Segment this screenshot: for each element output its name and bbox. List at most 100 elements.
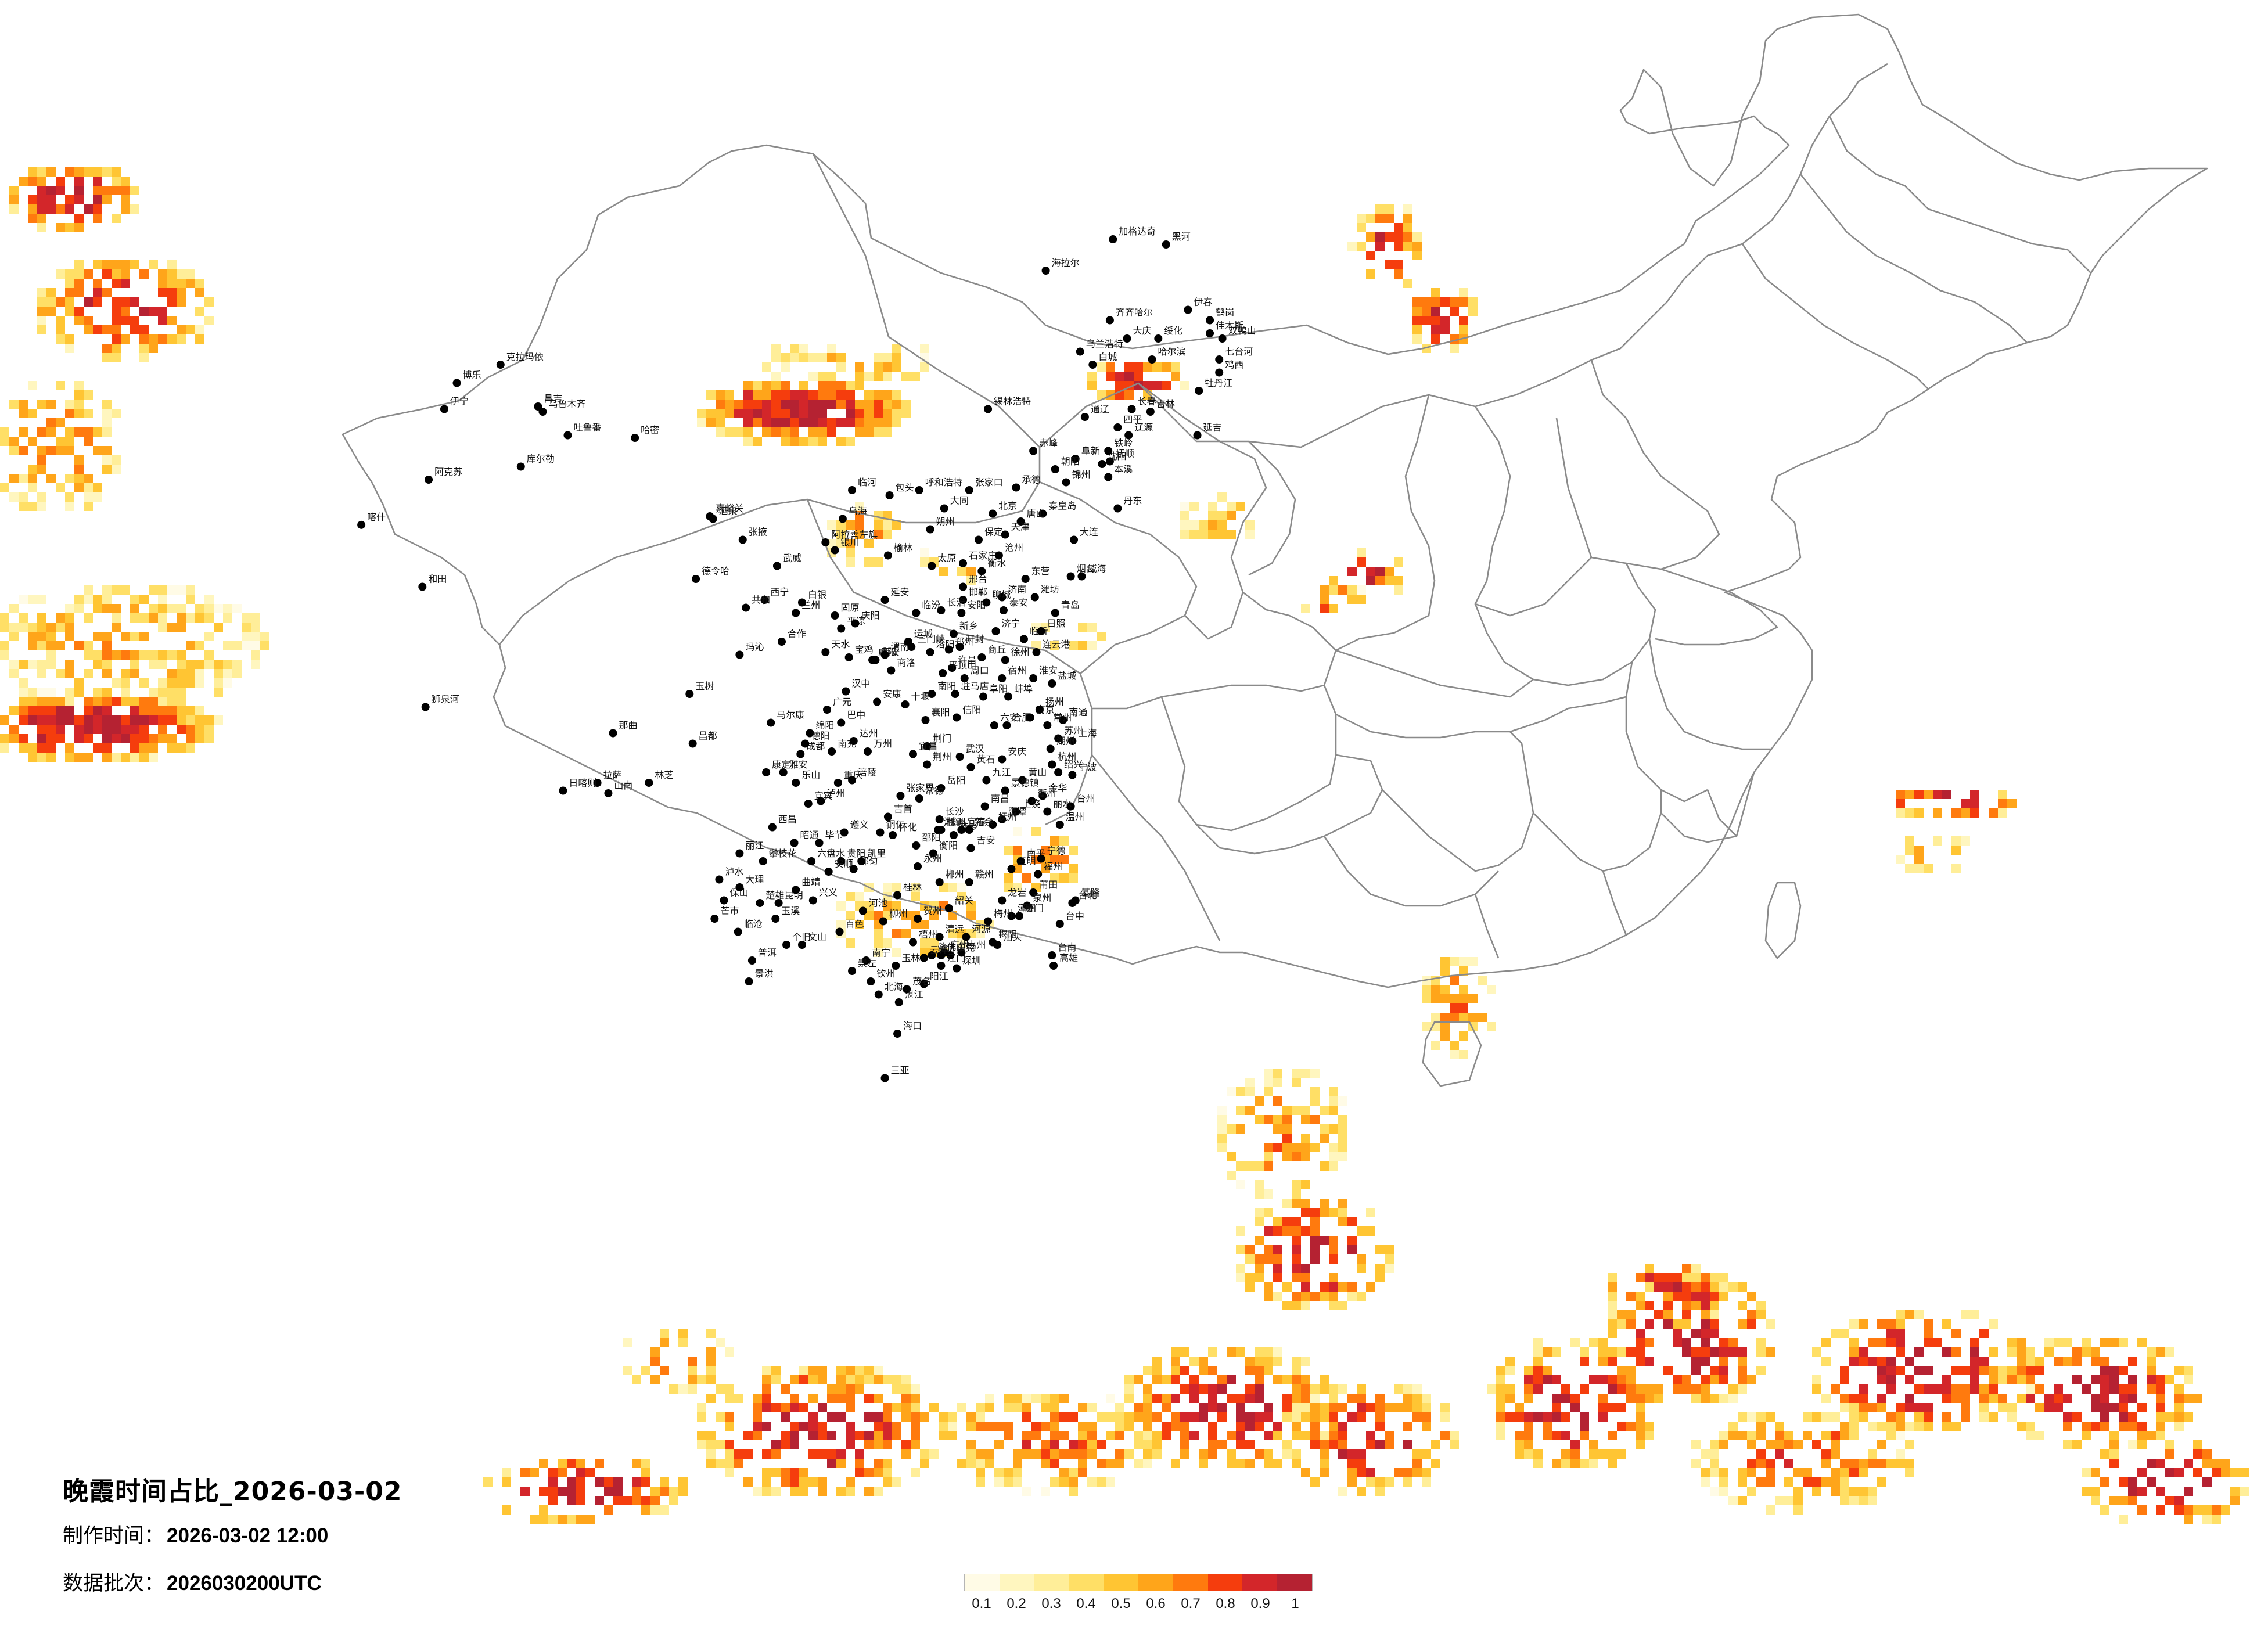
raster-cell bbox=[1719, 1338, 1728, 1347]
raster-cell bbox=[1496, 1422, 1505, 1431]
legend-tick-labels: 0.1 0.2 0.3 0.4 0.5 0.6 0.7 0.8 0.9 1 bbox=[964, 1596, 1313, 1613]
city-dot bbox=[935, 815, 944, 823]
raster-cell bbox=[771, 400, 781, 409]
raster-cell bbox=[1106, 362, 1115, 372]
raster-cell bbox=[1905, 846, 1914, 855]
raster-cell bbox=[1849, 1338, 1859, 1347]
raster-cell bbox=[1784, 1440, 1793, 1449]
city-dot bbox=[747, 956, 756, 965]
raster-cell bbox=[1803, 1468, 1812, 1477]
city-dot bbox=[1105, 457, 1114, 466]
raster-cell bbox=[1821, 1412, 1831, 1422]
city-marker: 莆田 bbox=[1029, 879, 1058, 897]
raster-cell bbox=[883, 1375, 892, 1384]
city-marker: 合作 bbox=[778, 628, 806, 646]
raster-cell bbox=[9, 604, 19, 613]
raster-cell bbox=[1292, 1375, 1301, 1384]
raster-cell bbox=[1338, 1487, 1347, 1496]
raster-cell bbox=[1970, 1338, 1979, 1347]
raster-cell bbox=[855, 409, 864, 418]
city-marker: 通辽 bbox=[1080, 404, 1109, 421]
raster-cell bbox=[93, 595, 102, 604]
raster-cell bbox=[1524, 1384, 1533, 1394]
raster-cell bbox=[790, 1422, 799, 1431]
raster-cell bbox=[1570, 1394, 1580, 1403]
raster-cell bbox=[1217, 520, 1227, 530]
production-time-value: 2026-03-02 12:00 bbox=[167, 1524, 329, 1547]
city-marker: 白银 bbox=[797, 589, 826, 607]
raster-cell bbox=[1347, 1292, 1357, 1301]
raster-cell bbox=[874, 530, 883, 539]
raster-cell bbox=[1282, 1282, 1292, 1292]
city-dot bbox=[935, 878, 944, 886]
raster-cell bbox=[121, 260, 130, 269]
city-dot bbox=[1206, 316, 1214, 325]
raster-cell bbox=[1422, 1394, 1431, 1403]
city-dot bbox=[760, 596, 769, 604]
raster-cell bbox=[1682, 1375, 1691, 1384]
raster-cell bbox=[1812, 1384, 1821, 1394]
raster-cell bbox=[9, 186, 19, 195]
city-dot bbox=[1051, 609, 1059, 617]
boundary-sichuan-chongqing bbox=[1092, 684, 1337, 832]
raster-cell bbox=[1264, 1459, 1273, 1468]
taiwan-outline bbox=[1764, 882, 1802, 959]
raster-cell bbox=[957, 883, 966, 892]
raster-cell bbox=[1896, 1310, 1905, 1319]
raster-cell bbox=[1329, 1440, 1338, 1449]
raster-cell bbox=[2147, 1357, 2156, 1366]
city-marker: 西宁 bbox=[760, 587, 789, 604]
city-dot bbox=[804, 800, 813, 808]
raster-cell bbox=[1273, 1254, 1282, 1264]
raster-cell bbox=[1831, 1412, 1840, 1422]
city-label: 临汾 bbox=[922, 600, 940, 611]
city-label: 福州 bbox=[1044, 861, 1062, 872]
raster-cell bbox=[762, 409, 771, 418]
raster-cell bbox=[762, 1384, 771, 1394]
raster-cell bbox=[1255, 1096, 1264, 1106]
city-dot bbox=[915, 486, 923, 494]
raster-cell bbox=[74, 688, 84, 697]
raster-cell bbox=[939, 1422, 948, 1431]
raster-cell bbox=[9, 492, 19, 502]
city-marker: 福州 bbox=[1034, 861, 1062, 879]
raster-cell bbox=[28, 195, 37, 204]
city-marker: 基隆 bbox=[1071, 887, 1100, 905]
raster-cell bbox=[1552, 1403, 1561, 1412]
raster-cell bbox=[1821, 1357, 1831, 1366]
raster-cell bbox=[9, 446, 19, 455]
city-dot bbox=[915, 794, 923, 803]
city-label: 烟台 bbox=[1077, 563, 1095, 574]
raster-cell bbox=[883, 901, 892, 911]
city-dot bbox=[965, 486, 973, 494]
raster-cell bbox=[1654, 1273, 1663, 1282]
city-dot bbox=[807, 857, 816, 865]
city-label: 双鸭山 bbox=[1228, 325, 1256, 336]
raster-cell bbox=[1608, 1329, 1617, 1338]
raster-cell bbox=[2026, 1357, 2035, 1366]
raster-cell bbox=[1766, 1477, 1775, 1487]
boundary-xinjiang bbox=[498, 153, 1041, 645]
raster-cell bbox=[1013, 1477, 1022, 1487]
raster-cell bbox=[1701, 1477, 1710, 1487]
raster-cell bbox=[1877, 1477, 1886, 1487]
raster-cell bbox=[1979, 1329, 1989, 1338]
raster-cell bbox=[762, 400, 771, 409]
raster-cell bbox=[1422, 344, 1431, 353]
raster-cell bbox=[1849, 1487, 1859, 1496]
city-label: 辽源 bbox=[1134, 422, 1153, 433]
city-dot bbox=[998, 815, 1007, 823]
raster-cell bbox=[1524, 1375, 1533, 1384]
raster-cell bbox=[1459, 1050, 1468, 1059]
raster-cell bbox=[1505, 1366, 1515, 1375]
raster-cell bbox=[1524, 1394, 1533, 1403]
raster-cell bbox=[808, 1412, 818, 1422]
raster-cell bbox=[1347, 1282, 1357, 1292]
raster-cell bbox=[1803, 1477, 1812, 1487]
raster-cell bbox=[743, 1431, 753, 1440]
raster-cell bbox=[1180, 502, 1189, 511]
raster-cell bbox=[2100, 1422, 2109, 1431]
raster-cell bbox=[65, 660, 74, 669]
city-marker: 信阳 bbox=[953, 704, 981, 722]
city-dot bbox=[1206, 329, 1214, 337]
